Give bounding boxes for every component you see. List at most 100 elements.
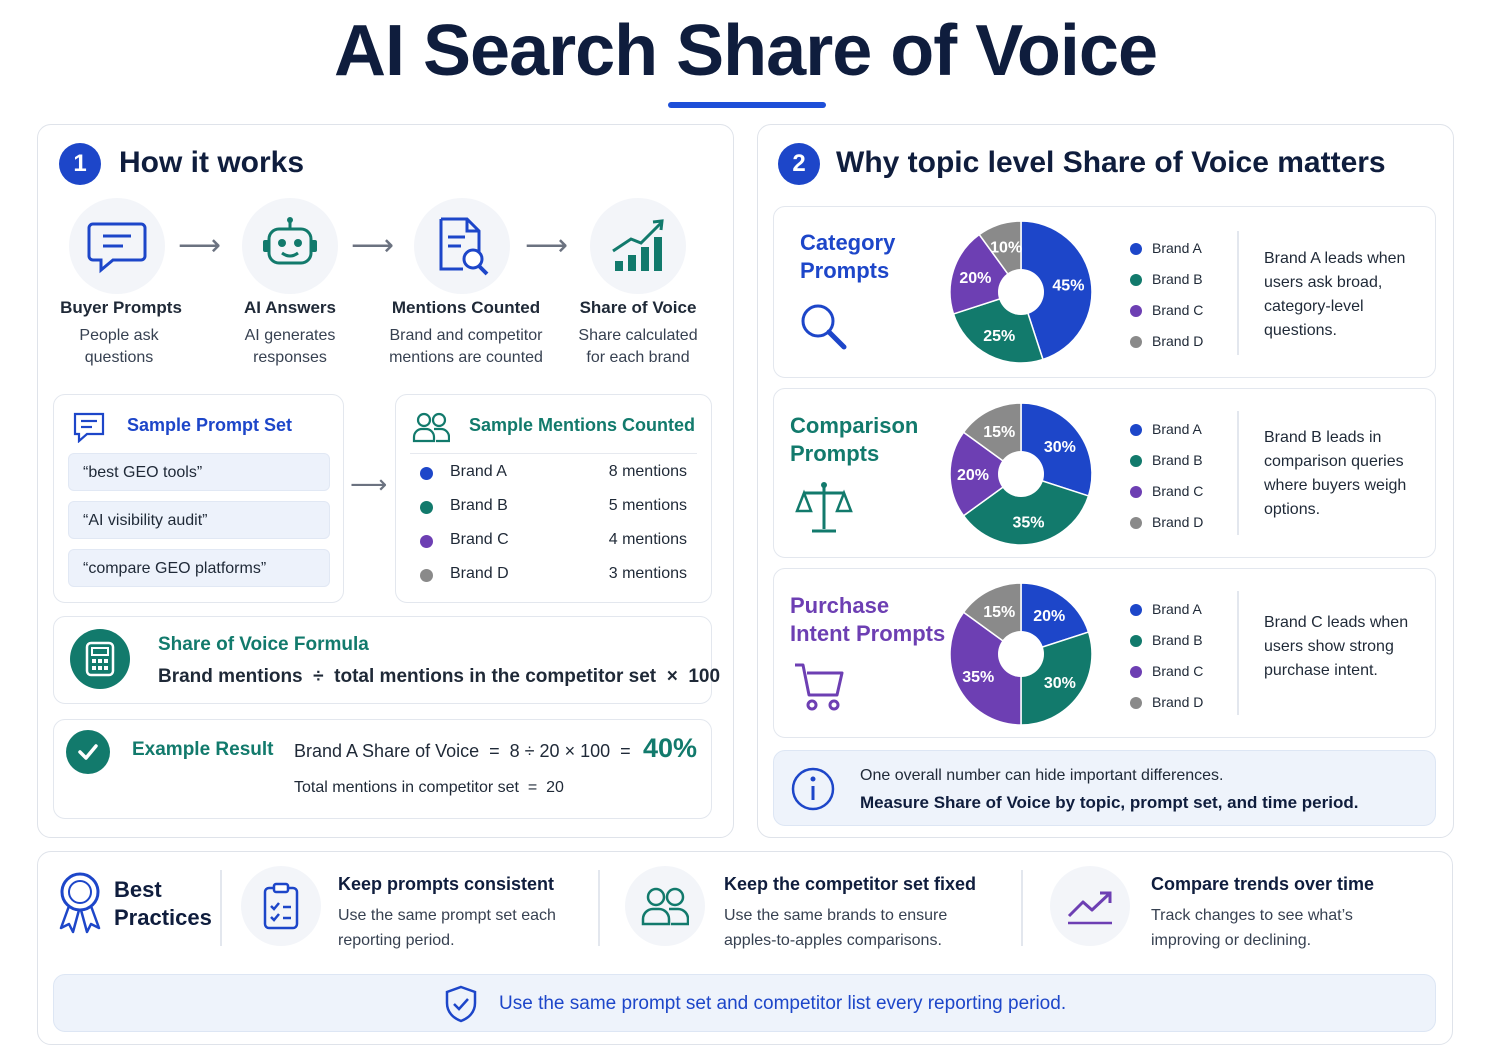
chat-bubble-icon [87, 222, 147, 274]
slice-label: 20% [957, 467, 989, 484]
formula-text: Brand mentions ÷ total mentions in the c… [158, 666, 721, 687]
brand-b-dot [1130, 635, 1142, 647]
brand-d-dot [1130, 517, 1142, 529]
brand-b-slice [962, 473, 1090, 546]
formula-title: Share of Voice Formula [158, 634, 369, 655]
best-practice-icon [625, 866, 705, 946]
info-box: One overall number can hide important di… [773, 750, 1436, 826]
checklist-icon [263, 882, 299, 930]
example-result-value: 40% [643, 733, 698, 763]
slice-label: 20% [1033, 608, 1065, 625]
prompt-pill: “compare GEO platforms” [68, 549, 330, 587]
mention-brand: Brand C [450, 531, 509, 548]
slice-label: 45% [1052, 277, 1084, 294]
divider [1237, 231, 1239, 355]
legend-label: Brand D [1152, 333, 1204, 349]
topic-name: Comparison Prompts [790, 413, 919, 466]
arrow-icon: ⟶ [350, 469, 388, 499]
best-practice-title: Keep the competitor set fixed [724, 874, 977, 894]
arrow-icon: ⟶ [351, 229, 395, 262]
prompt-set-title: Sample Prompt Set [127, 415, 293, 435]
pie-chart-comparison: 30% 35% 20% 15% [949, 402, 1093, 546]
ai-answers-step [242, 198, 338, 294]
brand-d-dot [420, 569, 433, 582]
step-title: AI Answers [244, 298, 336, 317]
topic-name: Category Prompts [800, 230, 896, 283]
document-search-icon [439, 217, 489, 276]
info-line-1: One overall number can hide important di… [860, 767, 1224, 784]
legend-label: Brand B [1152, 452, 1203, 468]
brand-b-dot [1130, 455, 1142, 467]
brand-c-dot [1130, 486, 1142, 498]
divider [1021, 870, 1023, 946]
divider [220, 870, 222, 946]
mentions-card-title: Sample Mentions Counted [469, 415, 696, 435]
legend-label: Brand B [1152, 632, 1203, 648]
step-title: Share of Voice [579, 298, 697, 317]
share-of-voice-step [590, 198, 686, 294]
brand-a-dot [420, 467, 433, 480]
divider [1237, 591, 1239, 715]
shield-check-icon [445, 985, 477, 1023]
mention-row: Brand C 4 mentions [416, 529, 687, 555]
best-practice-desc: Use the same prompt set each reporting p… [338, 907, 556, 949]
award-ribbon-icon [59, 872, 101, 934]
slice-label: 20% [959, 270, 991, 287]
section-title-how-it-works: How it works [119, 146, 305, 179]
chat-bubble-icon [73, 412, 105, 443]
info-line-2: Measure Share of Voice by topic, prompt … [860, 793, 1359, 812]
section-title-why-topic: Why topic level Share of Voice matters [836, 146, 1386, 179]
legend-label: Brand A [1152, 601, 1202, 617]
brand-b-dot [420, 501, 433, 514]
robot-icon [263, 217, 317, 265]
donut-hole [998, 451, 1044, 497]
mention-count: 5 mentions [608, 497, 687, 514]
best-practice-icon [1050, 866, 1130, 946]
legend-label: Brand A [1152, 240, 1202, 256]
legend-label: Brand D [1152, 514, 1204, 530]
magnifier-icon [801, 304, 847, 350]
topic-note: Brand C leads when users show strong pur… [1264, 614, 1409, 679]
topic-note: Brand A leads when users ask broad, cate… [1264, 250, 1406, 339]
divider [1237, 411, 1239, 535]
section-number-badge: 1 [59, 143, 101, 185]
slice-label: 30% [1044, 439, 1076, 456]
brand-c-dot [420, 535, 433, 548]
brand-c-dot [1130, 666, 1142, 678]
pie-chart-category: 45% 25% 20% 10% [949, 220, 1093, 364]
mention-brand: Brand A [450, 463, 507, 480]
topic-card-comparison: Comparison Prompts 30% 35% 20% 15% Brand A … [773, 388, 1436, 558]
mention-count: 3 mentions [608, 565, 687, 582]
step-description: Share calculated for each brand [578, 327, 698, 366]
mention-count: 8 mentions [608, 463, 687, 480]
example-equation: Brand A Share of Voice = 8 ÷ 20 × 100 = [294, 741, 631, 761]
legend-label: Brand C [1152, 663, 1204, 679]
brand-a-dot [1130, 243, 1142, 255]
brand-a-dot [1130, 424, 1142, 436]
best-practice-title: Compare trends over time [1151, 874, 1375, 894]
topic-name: Purchase Intent Prompts [790, 593, 946, 646]
donut-hole [998, 269, 1044, 315]
best-practice-title: Keep prompts consistent [338, 874, 555, 894]
bar-growth-icon [612, 219, 664, 271]
brand-a-slice [1020, 220, 1093, 361]
topic-note: Brand B leads in comparison queries wher… [1264, 429, 1407, 518]
mention-row: Brand D 3 mentions [416, 563, 687, 589]
best-practices-banner [53, 974, 1436, 1032]
slice-label: 15% [983, 424, 1015, 441]
step-description: People ask questions [79, 327, 159, 366]
slice-label: 25% [983, 328, 1015, 345]
formula-card: Share of Voice Formula Brand mentions ÷ … [53, 616, 720, 704]
step-description: Brand and competitor mentions are counte… [389, 327, 543, 366]
mention-brand: Brand D [450, 565, 509, 582]
example-result-card: Example Result Brand A Share of Voice = … [53, 719, 712, 819]
example-title: Example Result [132, 739, 274, 760]
slice-label: 15% [983, 604, 1015, 621]
legend-label: Brand C [1152, 302, 1204, 318]
calculator-icon [70, 629, 130, 689]
best-practice-icon [241, 866, 321, 946]
info-icon [791, 767, 835, 811]
legend-label: Brand B [1152, 271, 1203, 287]
section-number-badge: 2 [778, 143, 820, 185]
best-practices-title: Best Practices [114, 877, 212, 930]
